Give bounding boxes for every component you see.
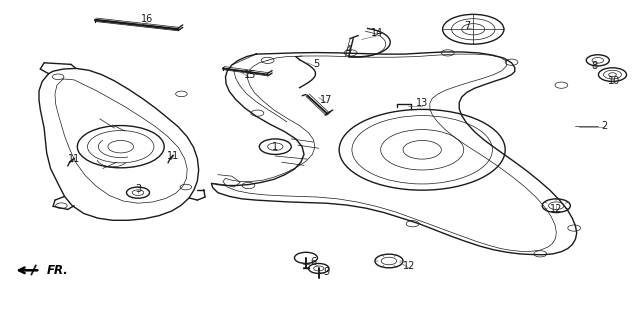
- Text: 10: 10: [607, 76, 620, 86]
- Text: 8: 8: [591, 61, 598, 71]
- Text: 11: 11: [68, 154, 80, 164]
- Text: 16: 16: [141, 14, 154, 24]
- Text: 2: 2: [601, 121, 607, 131]
- Text: 7: 7: [464, 21, 470, 31]
- Text: 4: 4: [346, 45, 352, 56]
- Text: 15: 15: [244, 70, 256, 80]
- Text: FR.: FR.: [47, 264, 68, 277]
- Text: 11: 11: [167, 151, 179, 161]
- Text: 6: 6: [310, 256, 317, 267]
- Text: 17: 17: [320, 95, 333, 105]
- Text: 12: 12: [550, 204, 563, 214]
- Text: 14: 14: [371, 28, 383, 38]
- Text: 1: 1: [272, 142, 278, 152]
- Text: 12: 12: [403, 261, 415, 271]
- Text: 9: 9: [323, 267, 330, 277]
- Text: 5: 5: [314, 59, 320, 69]
- Text: 3: 3: [135, 184, 141, 194]
- Text: 13: 13: [416, 98, 428, 108]
